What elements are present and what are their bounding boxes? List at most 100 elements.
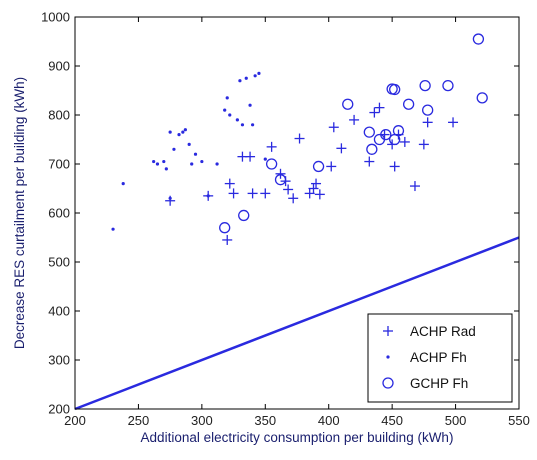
data-point-circle-5 — [342, 98, 354, 110]
y-tick-label: 1000 — [41, 10, 70, 25]
data-point-dot-2 — [152, 159, 156, 164]
data-point-plus-31 — [409, 181, 420, 192]
data-point-dot-13 — [193, 152, 198, 156]
data-point-plus-7 — [247, 188, 258, 199]
data-point-circle-4 — [312, 160, 325, 173]
legend-marker-dot — [386, 355, 390, 359]
data-point-circle-0 — [219, 222, 231, 234]
data-point-dot-18 — [228, 113, 232, 117]
x-tick-label: 250 — [128, 413, 150, 428]
x-tick-label: 550 — [508, 413, 530, 428]
data-point-plus-6 — [245, 151, 256, 162]
data-point-dot-12 — [190, 162, 194, 166]
data-point-circle-2 — [265, 158, 278, 170]
data-point-dot-26 — [257, 71, 261, 75]
legend-marker-plus — [383, 326, 393, 336]
data-point-plus-32 — [418, 139, 429, 150]
data-point-circle-7 — [366, 143, 378, 155]
data-point-plus-3 — [224, 178, 235, 189]
data-point-dot-19 — [235, 118, 239, 122]
data-point-dot-4 — [162, 159, 166, 164]
data-point-plus-18 — [314, 189, 325, 200]
data-point-plus-30 — [399, 136, 410, 147]
data-point-plus-13 — [288, 193, 299, 204]
data-point-dot-6 — [168, 130, 172, 134]
legend-marker-circle — [382, 377, 394, 389]
x-tick-label: 400 — [318, 413, 340, 428]
data-point-dot-11 — [187, 142, 191, 146]
data-point-plus-2 — [222, 234, 233, 245]
data-point-plus-21 — [336, 143, 347, 154]
y-tick-label: 800 — [48, 108, 70, 123]
data-point-plus-4 — [228, 188, 239, 199]
data-point-dot-5 — [164, 167, 168, 171]
data-point-plus-33 — [422, 117, 433, 128]
x-tick-label: 350 — [254, 413, 276, 428]
data-point-plus-28 — [389, 161, 400, 172]
data-point-dot-3 — [155, 162, 160, 166]
data-point-dot-28 — [168, 196, 172, 200]
ticks-layer: 200 250 300 350 400 450 500 550 200 300 400 500 600 7… — [41, 10, 530, 429]
legend-label: GCHP Fh — [410, 376, 468, 391]
data-point-plus-34 — [448, 117, 459, 128]
y-tick-label: 700 — [48, 157, 70, 172]
data-point-circle-3 — [274, 174, 287, 186]
x-axis-label: Additional electricity consumption per b… — [141, 430, 454, 445]
data-point-dot-29 — [263, 157, 267, 161]
legend: ACHP Rad ACHP Fh GCHP Fh — [367, 313, 513, 403]
data-point-dot-21 — [240, 123, 245, 127]
data-point-plus-19 — [326, 161, 337, 172]
data-point-plus-8 — [260, 188, 271, 199]
data-point-dot-15 — [215, 162, 219, 166]
data-point-circle-16 — [442, 79, 454, 92]
data-point-dot-25 — [253, 74, 257, 78]
data-point-plus-20 — [328, 122, 339, 133]
data-point-dot-22 — [244, 76, 248, 80]
x-tick-label: 200 — [64, 413, 86, 428]
data-point-plus-17 — [311, 178, 322, 189]
data-point-plus-22 — [349, 114, 360, 125]
y-axis-label: Decrease RES curtailment per building (k… — [12, 77, 27, 349]
data-point-circle-18 — [476, 92, 488, 104]
x-tick-label: 450 — [381, 413, 403, 428]
data-point-plus-10 — [275, 168, 286, 179]
data-point-circle-1 — [238, 209, 250, 222]
data-point-dot-17 — [225, 96, 229, 100]
data-point-dot-16 — [223, 108, 227, 112]
y-tick-label: 200 — [48, 402, 70, 417]
data-point-dot-24 — [251, 123, 255, 127]
y-tick-label: 300 — [48, 353, 70, 368]
data-point-circle-6 — [363, 126, 375, 138]
data-point-dot-7 — [172, 147, 176, 151]
data-point-plus-16 — [308, 183, 319, 194]
data-point-circle-15 — [422, 104, 434, 116]
x-tick-label: 500 — [445, 413, 467, 428]
data-point-plus-24 — [369, 107, 380, 118]
data-point-dot-14 — [200, 159, 204, 164]
data-point-dot-10 — [183, 128, 187, 132]
data-point-plus-9 — [266, 141, 277, 152]
data-point-plus-25 — [374, 102, 385, 113]
data-point-plus-14 — [294, 133, 305, 144]
data-point-dot-23 — [248, 103, 252, 107]
y-tick-label: 900 — [48, 59, 70, 74]
data-point-plus-12 — [283, 184, 294, 195]
data-point-circle-14 — [419, 79, 431, 92]
data-point-dot-1 — [121, 182, 125, 186]
data-point-circle-17 — [472, 33, 485, 45]
data-point-dot-0 — [111, 227, 115, 231]
reference-line-layer — [74, 236, 520, 411]
data-point-dot-20 — [238, 79, 242, 83]
y-tick-label: 400 — [48, 304, 70, 319]
x-tick-label: 300 — [191, 413, 213, 428]
data-point-circle-9 — [380, 128, 392, 141]
data-point-dot-9 — [181, 130, 185, 134]
y-tick-label: 500 — [48, 255, 70, 270]
reference-line — [74, 236, 520, 411]
data-point-dot-27 — [206, 194, 210, 198]
legend-box — [367, 313, 513, 403]
data-points-layer — [111, 33, 488, 245]
legend-label: ACHP Rad — [410, 324, 476, 339]
data-point-plus-23 — [364, 156, 375, 167]
